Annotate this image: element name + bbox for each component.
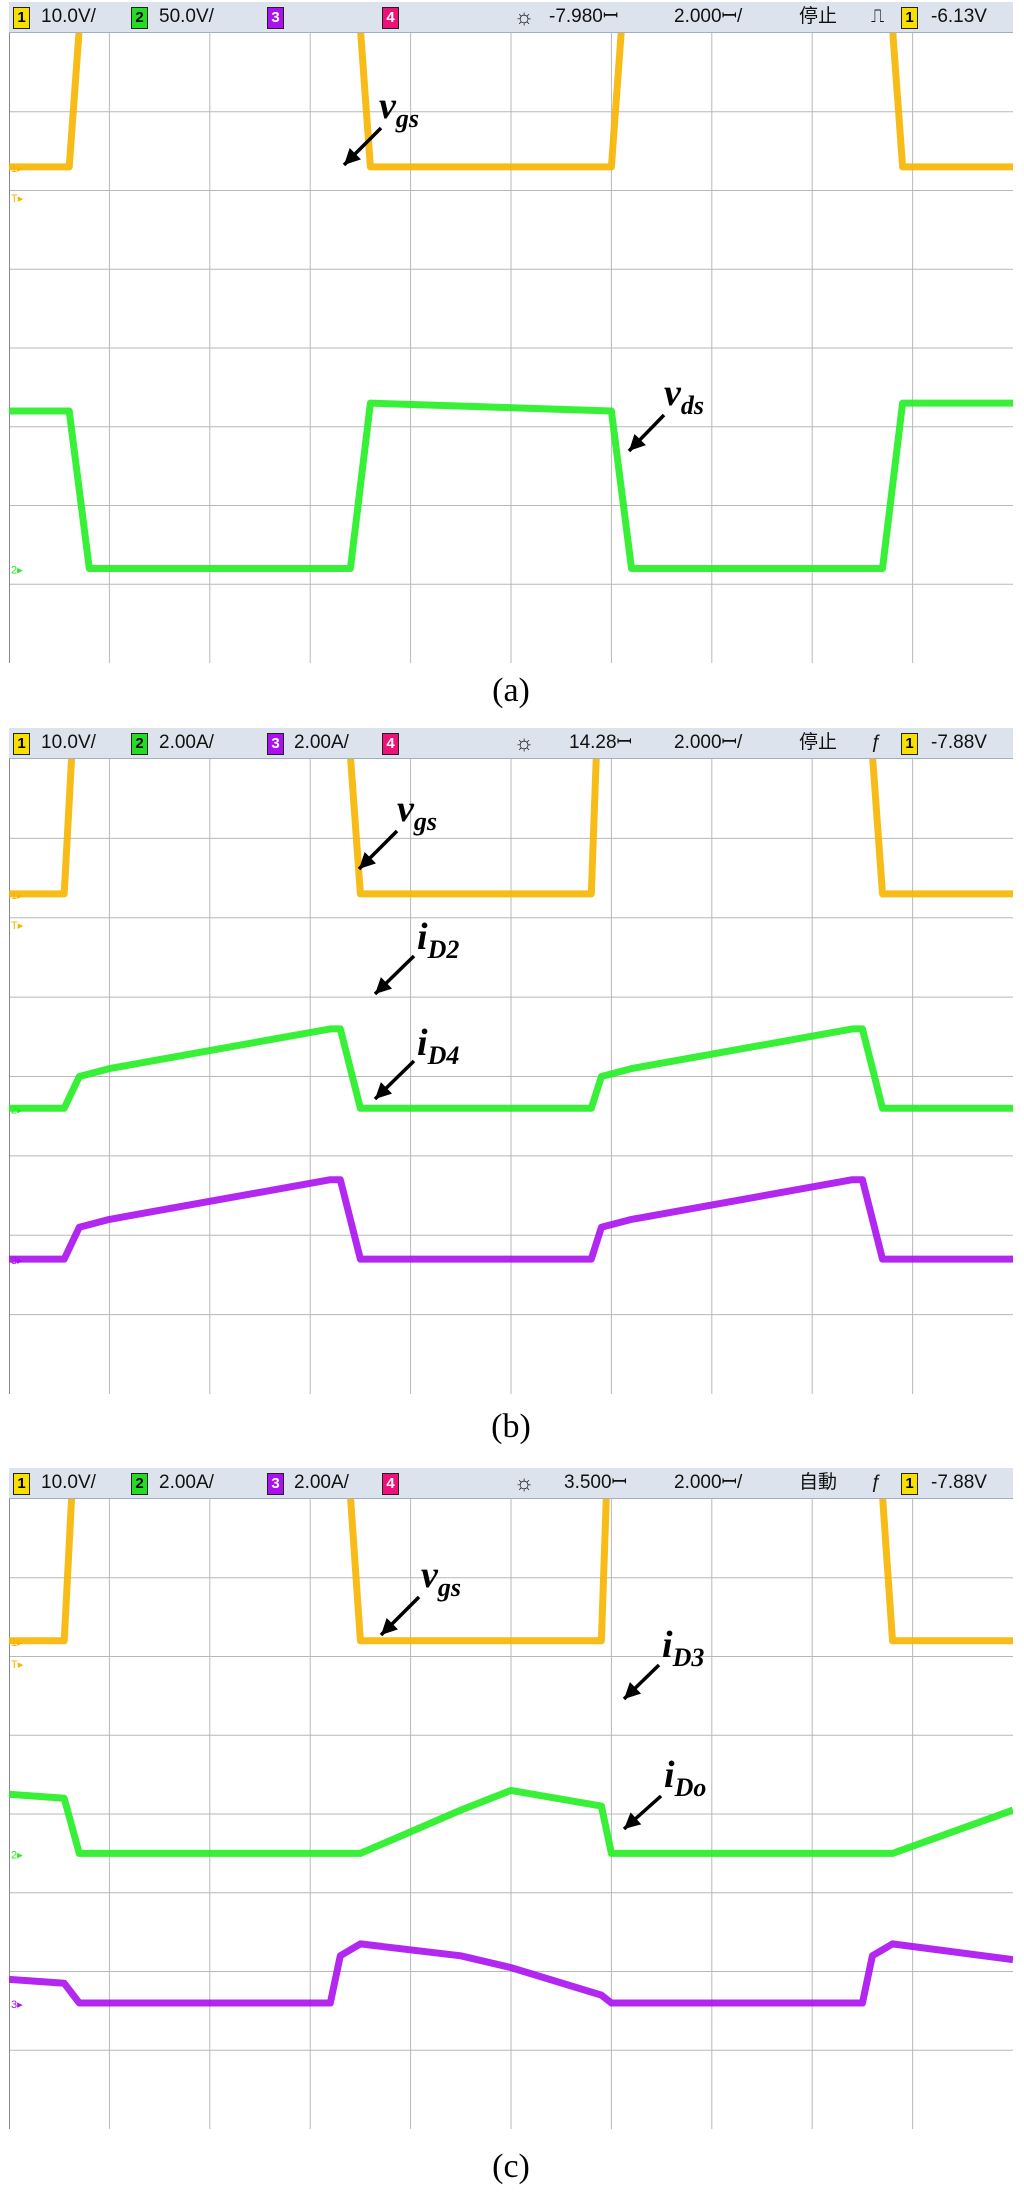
channel-3-scale: 2.00A/ [294, 732, 349, 753]
trace-label: iD3 [662, 1624, 704, 1672]
annotation-arrowhead [624, 1682, 642, 1699]
timebase: 2.000ꟷ/ [674, 732, 743, 753]
channel-2-scale: 50.0V/ [159, 6, 214, 27]
scope-screen: 1▸ 2▸ 3▸ T▸ vgs iD3 iDo [9, 1499, 1013, 2129]
brightness-icon: ☼ [514, 1470, 535, 1495]
annotation-arrowhead [375, 1082, 393, 1099]
graticule [9, 1499, 1013, 2129]
brightness-icon: ☼ [514, 730, 535, 755]
channel-1-scale: 10.0V/ [41, 6, 96, 27]
figure-caption-a: (a) [492, 672, 530, 709]
channel-1-scale: 10.0V/ [41, 1472, 96, 1493]
annotation-arrowhead [629, 433, 646, 451]
ground-marker-ch2: 2▸ [11, 1104, 23, 1116]
trigger-edge-icon: ƒ [871, 1472, 882, 1493]
scope-panel-b: 1 10.0V/ 2 2.00A/ 3 2.00A/ 4 ☼ 14.28ꟷ 2.… [9, 728, 1013, 1445]
trigger-level: -7.88V [931, 732, 987, 753]
trace-v-gs [9, 33, 1013, 171]
channel-3-indicator[interactable]: 3 [267, 733, 284, 755]
graticule [9, 759, 1013, 1394]
channel-4-indicator[interactable]: 4 [382, 7, 399, 29]
trigger-level-marker: T▸ [11, 1659, 24, 1671]
trace-label: vgs [379, 85, 419, 133]
trigger-level: -7.88V [931, 1472, 987, 1493]
waveform-plot-a: 1▸ 2▸ T▸ vgs vds [9, 33, 1013, 663]
trigger-delay: 3.500ꟷ [564, 1472, 628, 1493]
scope-panel-a: 1 10.0V/ 2 50.0V/ 3 4 ☼ -7.980ꟷ 2.000ꟷ/ … [9, 2, 1013, 709]
trace-i-D2 [9, 1025, 1013, 1112]
channel-1-indicator[interactable]: 1 [13, 7, 30, 29]
channel-4-indicator[interactable]: 4 [382, 733, 399, 755]
trace-label: iD2 [417, 916, 459, 964]
trigger-level-marker: T▸ [11, 920, 24, 932]
ground-marker-ch1: 1▸ [11, 163, 23, 175]
channel-1-scale: 10.0V/ [41, 732, 96, 753]
run-mode[interactable]: 自動 [799, 1472, 838, 1493]
trace-label: iD4 [417, 1022, 459, 1070]
trigger-delay: 14.28ꟷ [569, 732, 633, 753]
annotation-arrowhead [381, 1618, 398, 1635]
channel-2-indicator[interactable]: 2 [131, 733, 148, 755]
trigger-level: -6.13V [931, 6, 987, 27]
trace-v-ds [9, 399, 1013, 572]
trace-label: vgs [397, 788, 437, 836]
timebase: 2.000ꟷ/ [674, 6, 743, 27]
channel-3-indicator[interactable]: 3 [267, 1473, 284, 1495]
scope-screen: 1▸ 2▸ 3▸ T▸ vgs iD2 iD4 [9, 759, 1013, 1394]
channel-4-indicator[interactable]: 4 [382, 1473, 399, 1495]
trigger-channel: 1 [901, 7, 918, 29]
trace-label: vgs [421, 1554, 461, 1602]
scope-panel-c: 1 10.0V/ 2 2.00A/ 3 2.00A/ 4 ☼ 3.500ꟷ 2.… [9, 1468, 1013, 2185]
channel-1-indicator[interactable]: 1 [13, 733, 30, 755]
waveform-plot-c: 1▸ 2▸ 3▸ T▸ vgs iD3 iDo [9, 1499, 1013, 2129]
ground-marker-ch3: 3▸ [11, 1255, 23, 1267]
scope-status-bar: 1 10.0V/ 2 2.00A/ 3 2.00A/ 4 ☼ 3.500ꟷ 2.… [9, 1468, 1013, 1499]
trigger-edge-icon: ƒ [871, 732, 882, 753]
timebase: 2.000ꟷ/ [674, 1472, 743, 1493]
trace-v-gs [9, 1499, 1013, 1645]
trigger-delay: -7.980ꟷ [549, 6, 619, 27]
channel-2-indicator[interactable]: 2 [131, 1473, 148, 1495]
ground-marker-ch3: 3▸ [11, 1999, 23, 2011]
channel-2-indicator[interactable]: 2 [131, 7, 148, 29]
channel-3-scale: 2.00A/ [294, 1472, 349, 1493]
run-mode[interactable]: 停止 [799, 732, 838, 753]
trigger-channel: 1 [901, 1473, 918, 1495]
trigger-channel: 1 [901, 733, 918, 755]
ground-marker-ch1: 1▸ [11, 1637, 23, 1649]
trace-i-D3 [9, 1786, 1013, 1857]
figure-caption-b: (b) [491, 1408, 531, 1445]
waveform-plot-b: 1▸ 2▸ 3▸ T▸ vgs iD2 iD4 [9, 759, 1013, 1394]
trace-v-gs [9, 759, 1013, 898]
trace-i-D4 [9, 1176, 1013, 1263]
channel-2-scale: 2.00A/ [159, 1472, 214, 1493]
scope-status-bar: 1 10.0V/ 2 2.00A/ 3 2.00A/ 4 ☼ 14.28ꟷ 2.… [9, 728, 1013, 759]
annotation-arrowhead [375, 977, 393, 994]
trace-i-Do [9, 1940, 1013, 2007]
channel-1-indicator[interactable]: 1 [13, 1473, 30, 1495]
brightness-icon: ☼ [514, 4, 535, 29]
figure-caption-c: (c) [492, 2148, 530, 2185]
trigger-level-marker: T▸ [11, 193, 24, 205]
scope-screen: 1▸ 2▸ T▸ vgs vds [9, 33, 1013, 663]
trigger-edge-icon: ⎍ [871, 6, 885, 27]
channel-2-scale: 2.00A/ [159, 732, 214, 753]
trace-label: iDo [664, 1754, 706, 1802]
annotation-arrowhead [344, 148, 361, 165]
channel-3-indicator[interactable]: 3 [267, 7, 284, 29]
ground-marker-ch2: 2▸ [11, 1849, 23, 1861]
trace-label: vds [664, 372, 704, 420]
annotation-arrowhead [624, 1812, 642, 1829]
ground-marker-ch2: 2▸ [11, 565, 23, 577]
run-mode[interactable]: 停止 [799, 6, 838, 27]
annotation-arrowhead [359, 852, 376, 869]
scope-status-bar: 1 10.0V/ 2 50.0V/ 3 4 ☼ -7.980ꟷ 2.000ꟷ/ … [9, 2, 1013, 33]
ground-marker-ch1: 1▸ [11, 890, 23, 902]
